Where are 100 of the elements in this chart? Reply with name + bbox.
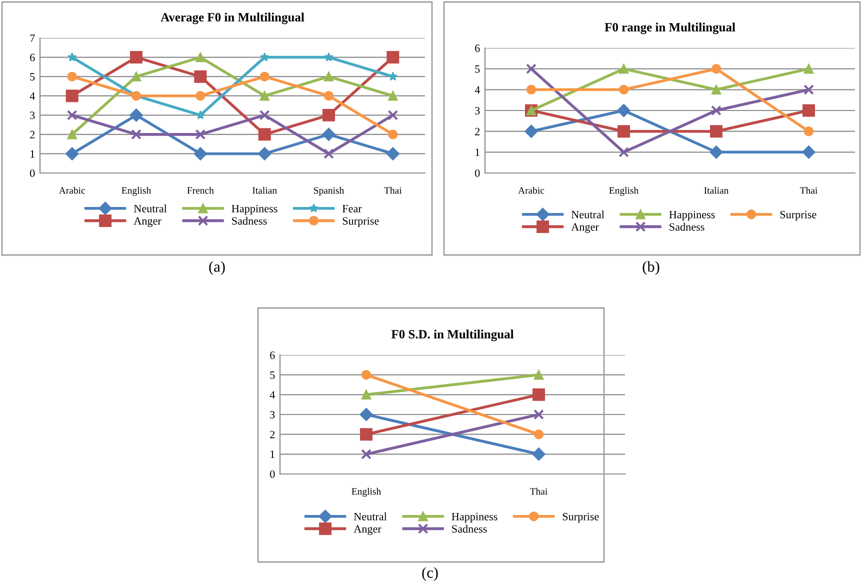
point xyxy=(804,84,814,95)
x-tick-label: English xyxy=(122,186,151,196)
point xyxy=(260,72,270,82)
point xyxy=(258,128,271,141)
legend-label: Anger xyxy=(354,525,382,535)
point xyxy=(360,428,372,441)
y-tick-label: 1 xyxy=(30,150,34,158)
point xyxy=(388,72,398,81)
y-tick-label: 6 xyxy=(30,54,35,62)
legend-label: Sadness xyxy=(452,524,487,533)
y-tick-label: 1 xyxy=(270,450,274,458)
point xyxy=(67,52,77,62)
point xyxy=(131,72,142,82)
point xyxy=(259,110,270,120)
point xyxy=(388,130,398,140)
text: (b) xyxy=(642,261,660,275)
point xyxy=(195,129,206,140)
y-tick-label: 1 xyxy=(476,148,480,156)
point xyxy=(617,104,630,118)
legend-label: Surprise xyxy=(562,512,599,523)
legend-label: Happiness xyxy=(669,210,715,221)
point xyxy=(526,64,536,74)
y-tick-label: 2 xyxy=(30,130,35,138)
point xyxy=(66,90,78,102)
chart-title: F0 range in Multilingual xyxy=(604,22,736,34)
y-tick-label: 4 xyxy=(270,391,275,399)
point xyxy=(67,130,77,140)
y-tick-label: 0 xyxy=(475,169,480,177)
x-tick-label: Spanish xyxy=(314,186,344,196)
chart-title: F0 S.D. in Multilingual xyxy=(391,330,514,342)
point xyxy=(710,125,722,138)
y-tick-label: 0 xyxy=(30,169,35,177)
point xyxy=(360,408,373,422)
x-tick-label: Thai xyxy=(530,488,548,495)
legend-label: Happiness xyxy=(232,204,278,215)
point xyxy=(386,51,400,64)
text: (a) xyxy=(209,261,225,275)
y-tick-label: 5 xyxy=(475,65,480,73)
legend-label: Surprise xyxy=(342,217,379,227)
point xyxy=(710,146,723,159)
point xyxy=(196,110,206,120)
point xyxy=(67,72,77,82)
point xyxy=(386,147,400,160)
point xyxy=(324,72,334,82)
legend-label: Happiness xyxy=(452,512,498,523)
point xyxy=(534,429,544,440)
point xyxy=(196,52,206,62)
point xyxy=(618,125,630,138)
x-tick-label: Italian xyxy=(252,186,277,194)
chart-title: Average F0 in Multilingual xyxy=(160,12,304,24)
point xyxy=(388,110,398,120)
y-tick-label: 0 xyxy=(270,470,275,478)
y-tick-label: 2 xyxy=(475,128,480,136)
legend-label: Neutral xyxy=(134,204,167,212)
point xyxy=(324,148,334,159)
point xyxy=(804,64,814,74)
point xyxy=(361,390,372,400)
x-tick-label: English xyxy=(352,488,381,497)
point xyxy=(532,448,546,461)
y-tick-label: 5 xyxy=(30,73,35,81)
legend-label: Anger xyxy=(571,223,599,233)
y-tick-label: 4 xyxy=(474,86,480,94)
y-tick-label: 3 xyxy=(270,410,275,418)
point xyxy=(324,52,334,62)
y-tick-label: 7 xyxy=(30,34,35,42)
point xyxy=(802,104,815,117)
legend-label: Anger xyxy=(134,217,162,227)
point xyxy=(618,64,629,74)
legend-label: Neutral xyxy=(571,210,604,218)
point xyxy=(532,388,545,401)
point xyxy=(196,90,206,101)
x-tick-label: Thai xyxy=(800,186,818,194)
point xyxy=(130,108,143,122)
legend-label: Surprise xyxy=(780,210,816,221)
legend-label: Neutral xyxy=(354,512,387,520)
y-tick-label: 5 xyxy=(270,371,275,379)
y-tick-label: 3 xyxy=(475,106,480,114)
x-tick-label: Arabic xyxy=(518,186,544,194)
point xyxy=(711,64,722,74)
point xyxy=(361,370,372,380)
point xyxy=(804,126,814,136)
y-tick-label: 2 xyxy=(270,430,275,438)
point xyxy=(258,147,272,160)
point xyxy=(361,448,372,460)
x-tick-label: Thai xyxy=(384,186,402,194)
x-tick-label: French xyxy=(187,186,214,194)
point xyxy=(524,124,538,138)
point xyxy=(324,90,334,101)
x-tick-label: Arabic xyxy=(58,186,86,194)
point xyxy=(322,128,336,142)
point xyxy=(534,409,544,420)
legend-label: Sadness xyxy=(670,222,704,231)
point xyxy=(388,90,398,101)
y-tick-label: 6 xyxy=(475,44,480,52)
point xyxy=(618,146,629,158)
point xyxy=(131,129,142,140)
point xyxy=(322,108,335,122)
point xyxy=(711,84,722,95)
y-tick-label: 3 xyxy=(30,112,35,120)
point xyxy=(65,147,79,160)
